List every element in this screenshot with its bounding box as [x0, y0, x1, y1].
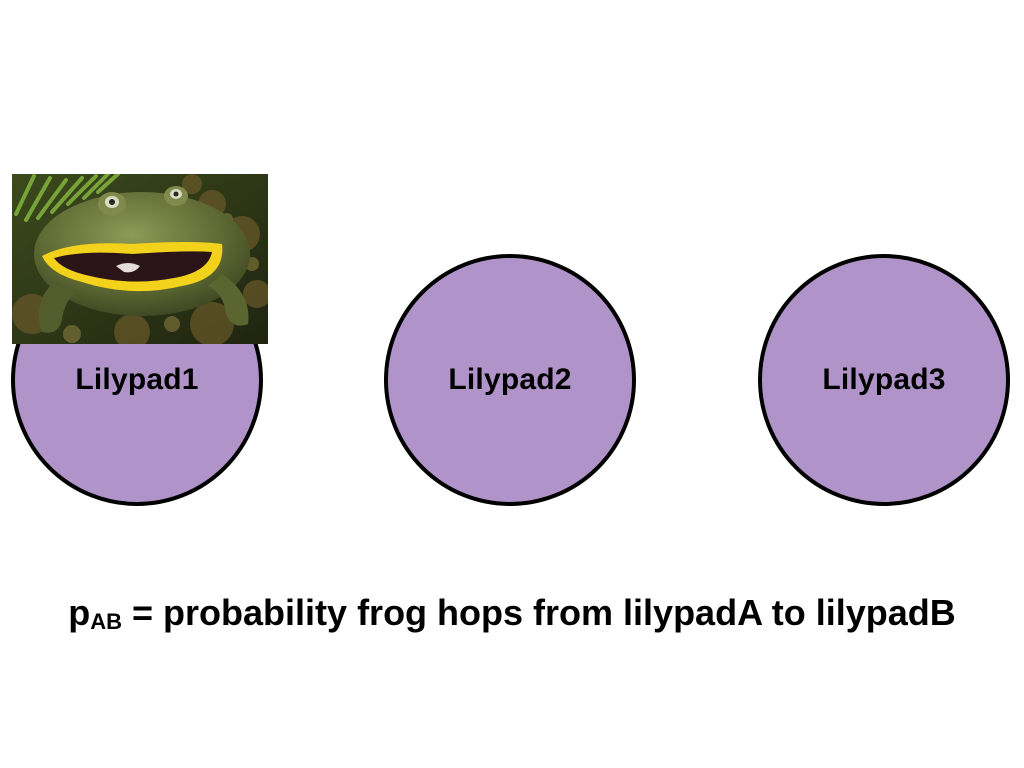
- lilypad-3: Lilypad3: [758, 254, 1010, 506]
- caption-p: p: [68, 592, 91, 633]
- caption-subscript: AB: [90, 609, 123, 634]
- caption-rest: = probability frog hops from lilypadA to…: [122, 592, 956, 633]
- lilypad-2-label: Lilypad2: [448, 363, 572, 396]
- lilypad-2: Lilypad2: [384, 254, 636, 506]
- probability-caption: pAB = probability frog hops from lilypad…: [0, 592, 1024, 635]
- lilypad-3-label: Lilypad3: [822, 363, 946, 396]
- lilypad-1-label: Lilypad1: [75, 363, 199, 396]
- frog-photo: [12, 174, 268, 344]
